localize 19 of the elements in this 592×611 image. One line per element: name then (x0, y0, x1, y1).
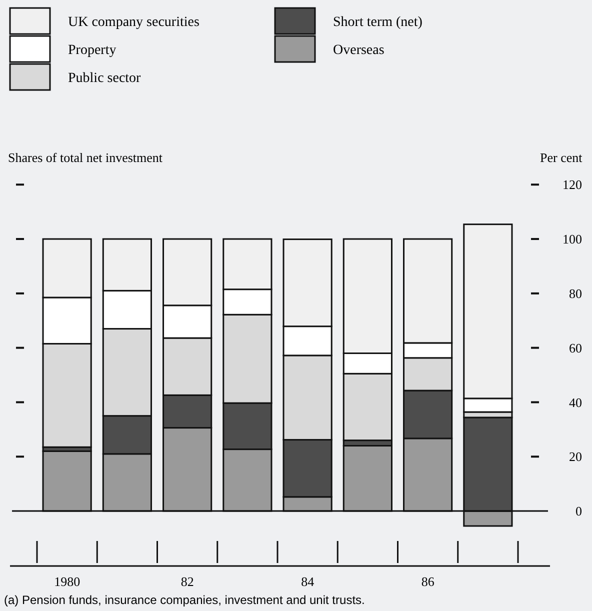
chart-subtitle: Shares of total net investment (8, 150, 163, 165)
x-tick-label: 82 (180, 574, 194, 589)
y-tick-label: 40 (569, 394, 582, 410)
legend-label: UK company securities (68, 15, 200, 30)
x-tick-label: 1980 (54, 574, 80, 589)
y-tick-label: 80 (569, 286, 582, 301)
legend-label: Short term (net) (333, 15, 423, 30)
y-tick-label: 0 (576, 504, 582, 519)
y-axis-title: Per cent (540, 150, 583, 165)
y-tick-label: 120 (562, 177, 582, 192)
y-tick-label: 20 (569, 449, 582, 464)
text: (a) Pension funds, insurance companies, investment and unit trusts. (4, 593, 365, 607)
y-tick-label: 60 (569, 340, 582, 356)
legend-label: Property (68, 43, 116, 58)
legend-label: Overseas (333, 43, 384, 58)
x-tick-label: 84 (301, 574, 315, 589)
legend-label: Public sector (68, 71, 142, 86)
y-tick-label: 100 (562, 232, 582, 247)
x-tick-label: 86 (421, 574, 435, 589)
